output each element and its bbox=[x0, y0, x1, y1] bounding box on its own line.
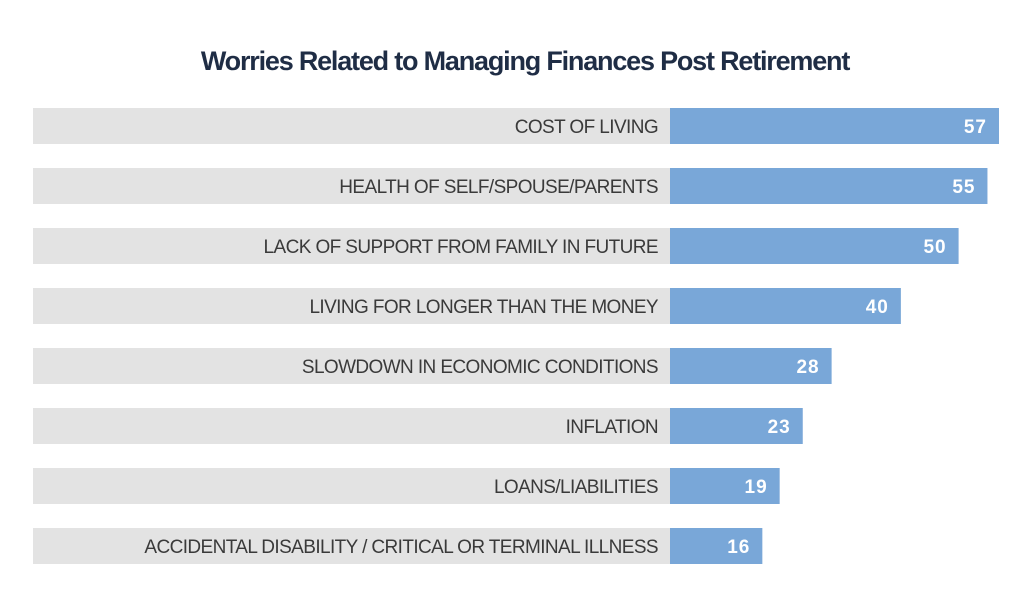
category-label: ACCIDENTAL DISABILITY / CRITICAL OR TERM… bbox=[144, 537, 658, 558]
bar bbox=[670, 468, 780, 504]
category-band bbox=[33, 348, 670, 384]
category-band bbox=[33, 168, 670, 204]
value-label: 55 bbox=[952, 177, 975, 198]
bar bbox=[670, 288, 901, 324]
value-label: 40 bbox=[866, 297, 889, 318]
bar bbox=[670, 108, 999, 144]
value-label: 57 bbox=[964, 117, 987, 138]
category-band bbox=[33, 288, 670, 324]
category-band bbox=[33, 228, 670, 264]
category-band bbox=[33, 528, 670, 564]
bar bbox=[670, 348, 832, 384]
bar bbox=[670, 408, 803, 444]
bar-rows: COST OF LIVING 57 HEALTH OF SELF/SPOUSE/PA… bbox=[33, 108, 999, 564]
bar bbox=[670, 528, 763, 564]
category-label: COST OF LIVING bbox=[515, 117, 658, 138]
value-label: 50 bbox=[923, 237, 946, 258]
category-label: LIVING FOR LONGER THAN THE MONEY bbox=[309, 297, 658, 318]
category-band bbox=[33, 468, 670, 504]
bar bbox=[670, 168, 988, 204]
category-label: LOANS/LIABILITIES bbox=[494, 477, 658, 498]
category-label: INFLATION bbox=[566, 417, 658, 438]
chart-title: Worries Related to Managing Finances Pos… bbox=[201, 46, 850, 76]
category-band bbox=[33, 408, 670, 444]
value-label: 23 bbox=[768, 417, 791, 438]
category-label: HEALTH OF SELF/SPOUSE/PARENTS bbox=[339, 177, 658, 198]
value-label: 28 bbox=[796, 357, 819, 378]
bar bbox=[670, 228, 959, 264]
value-label: 19 bbox=[745, 477, 768, 498]
category-label: SLOWDOWN IN ECONOMIC CONDITIONS bbox=[302, 357, 658, 378]
value-label: 16 bbox=[727, 537, 750, 558]
category-label: LACK OF SUPPORT FROM FAMILY IN FUTURE bbox=[264, 237, 658, 258]
category-band bbox=[33, 108, 670, 144]
